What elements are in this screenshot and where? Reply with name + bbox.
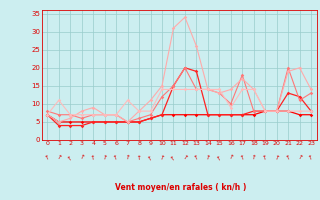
Text: ↑: ↑ [228,155,234,161]
Text: ↑: ↑ [308,155,314,161]
Text: ↑: ↑ [90,155,96,161]
Text: ↑: ↑ [136,155,142,161]
Text: ↑: ↑ [44,155,51,161]
Text: ↑: ↑ [101,155,108,161]
Text: ↑: ↑ [147,155,154,161]
Text: ↑: ↑ [159,155,165,161]
Text: ↑: ↑ [55,155,62,161]
Text: ↑: ↑ [251,155,257,161]
Text: ↑: ↑ [78,155,85,161]
Text: ↑: ↑ [181,154,188,162]
Text: ↑: ↑ [262,155,268,161]
Text: ↑: ↑ [216,155,223,161]
Text: ↑: ↑ [296,155,303,161]
Text: ↑: ↑ [193,155,200,161]
Text: ↑: ↑ [67,154,74,162]
Text: ↑: ↑ [124,155,131,161]
Text: ↑: ↑ [239,155,245,161]
Text: ↑: ↑ [205,155,211,161]
Text: ↑: ↑ [170,154,177,162]
Text: ↑: ↑ [113,155,119,161]
Text: Vent moyen/en rafales ( kn/h ): Vent moyen/en rafales ( kn/h ) [115,183,246,192]
Text: ↑: ↑ [273,155,280,161]
Text: ↑: ↑ [285,155,292,161]
